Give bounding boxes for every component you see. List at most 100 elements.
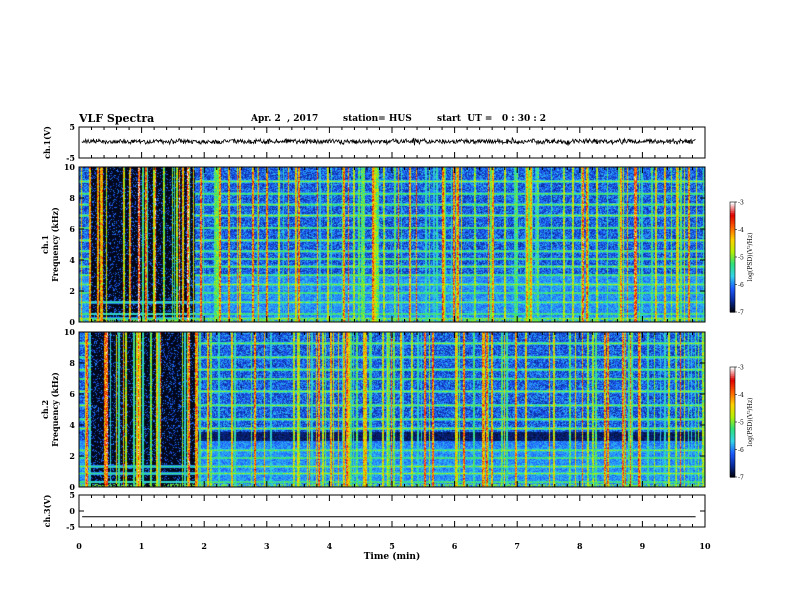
colorbar-segment [730,257,735,260]
colorbar-segment [730,383,735,386]
colorbar-segment [730,238,735,242]
colorbar-segment [730,302,735,306]
colorbar-segment [730,385,735,388]
colorbar-segment [730,376,735,379]
colorbar-tick-label: -4 [738,227,744,234]
colorbar-segment [730,427,735,430]
start-time-label: start UT = 0 : 30 : 2 [437,114,547,124]
colorbar-segment [730,227,735,231]
colorbar-ch2: -3 -4 -5 -6 -7 log(PSD)(V²/Hz) [729,365,754,482]
colorbar-segment [730,403,735,407]
colorbar-segment [730,370,735,374]
colorbar-segment [730,301,735,304]
colorbar-segment [730,264,735,267]
colorbar-tick-label: -3 [738,200,744,207]
ch2-spectrogram-ytick-label: 4 [69,420,75,430]
x-tick-label: 5 [389,541,395,551]
x-tick-label: 2 [201,541,207,551]
colorbar-segment [730,202,735,205]
colorbar-segment [730,469,735,473]
colorbar-segment [730,231,735,234]
colorbar-segment [730,400,735,403]
colorbar-tick-label: -3 [738,365,744,372]
colorbar-segment [730,374,735,377]
x-axis-label: Time (min) [364,551,421,562]
colorbar-segment [730,436,735,440]
ch1-spectrogram-ytick-label: 4 [69,255,75,265]
colorbar-segment [730,392,735,396]
colorbar-segment [730,268,735,271]
colorbar-segment [730,473,735,476]
colorbar-segment [730,310,735,313]
ch1-spectrogram-panel: 0 2 4 6 8 10 ch.1 Frequency (kHz) [40,162,706,327]
colorbar-segment [730,279,735,282]
colorbar-segment [730,233,735,236]
colorbar-segment [730,291,735,295]
colorbar-segment [730,418,735,421]
ch3-waveform-ytick-label: 0 [69,506,75,516]
ch1-waveform-ytick-label: 5 [69,122,75,132]
colorbar-segment [730,246,735,249]
ch1-waveform-ytick-label: -5 [66,153,75,163]
colorbar-segment [730,429,735,432]
colorbar-segment [730,209,735,212]
ch2-spectrogram-ytick-label: 8 [69,358,75,368]
colorbar-segment [730,236,735,240]
colorbar-segment [730,240,735,243]
colorbar-segment [730,280,735,284]
colorbar-segment [730,207,735,210]
colorbar-segment [730,308,735,311]
spectrogram-image [79,167,705,322]
colorbar-segment [730,271,735,275]
colorbar-segment [730,433,735,436]
colorbar-segment [730,475,735,478]
colorbar-segment [730,293,735,297]
colorbar-segment [730,398,735,401]
colorbar-segment [730,445,735,449]
colorbar-segment [730,423,735,427]
ch1-spectrogram-ytick-label: 2 [69,286,75,296]
colorbar-segment [730,431,735,434]
colorbar-segment [730,224,735,227]
colorbar-segment [730,412,735,416]
colorbar-segment [730,407,735,410]
colorbar-segment [730,381,735,385]
colorbar-segment [730,411,735,414]
colorbar-segment [730,290,735,293]
colorbar-segment [730,471,735,474]
ch3-waveform-ytick-label: -5 [66,522,75,532]
colorbar-segment [730,464,735,467]
colorbar-segment [730,205,735,209]
colorbar-segment [730,394,735,397]
colorbar-segment [730,269,735,273]
colorbar-segment [730,453,735,456]
colorbar-segment [730,262,735,265]
ch2-spectrogram-ylabel: Frequency (kHz) [50,372,60,447]
colorbar-segment [730,266,735,269]
colorbar-segment [730,288,735,291]
colorbar-segment [730,438,735,441]
colorbar-segment [730,284,735,287]
ch1-waveform-ylabel: ch.1(V) [42,126,52,159]
colorbar-segment [730,235,735,238]
colorbar-segment [730,214,735,218]
x-tick-label: 0 [76,541,82,551]
colorbar-segment [730,466,735,469]
colorbar-tick-label: -5 [738,420,744,427]
date-label: Apr. 2 , 2017 [251,114,319,124]
colorbar-segment [730,277,735,280]
colorbar-segment [730,444,735,447]
spectrogram-image [79,332,705,487]
colorbar-segment [730,304,735,308]
colorbar-tick-label: -6 [738,282,744,289]
colorbar-segment [730,447,735,451]
colorbar-segment [730,425,735,429]
ch2-spectrogram-ytick-label: 0 [69,482,75,492]
colorbar-segment [730,396,735,399]
colorbar-segment [730,220,735,223]
colorbar-tick-label: -4 [738,392,744,399]
colorbar-tick-label: -7 [738,475,744,482]
colorbar-segment [730,295,735,298]
colorbar-segment [730,218,735,221]
